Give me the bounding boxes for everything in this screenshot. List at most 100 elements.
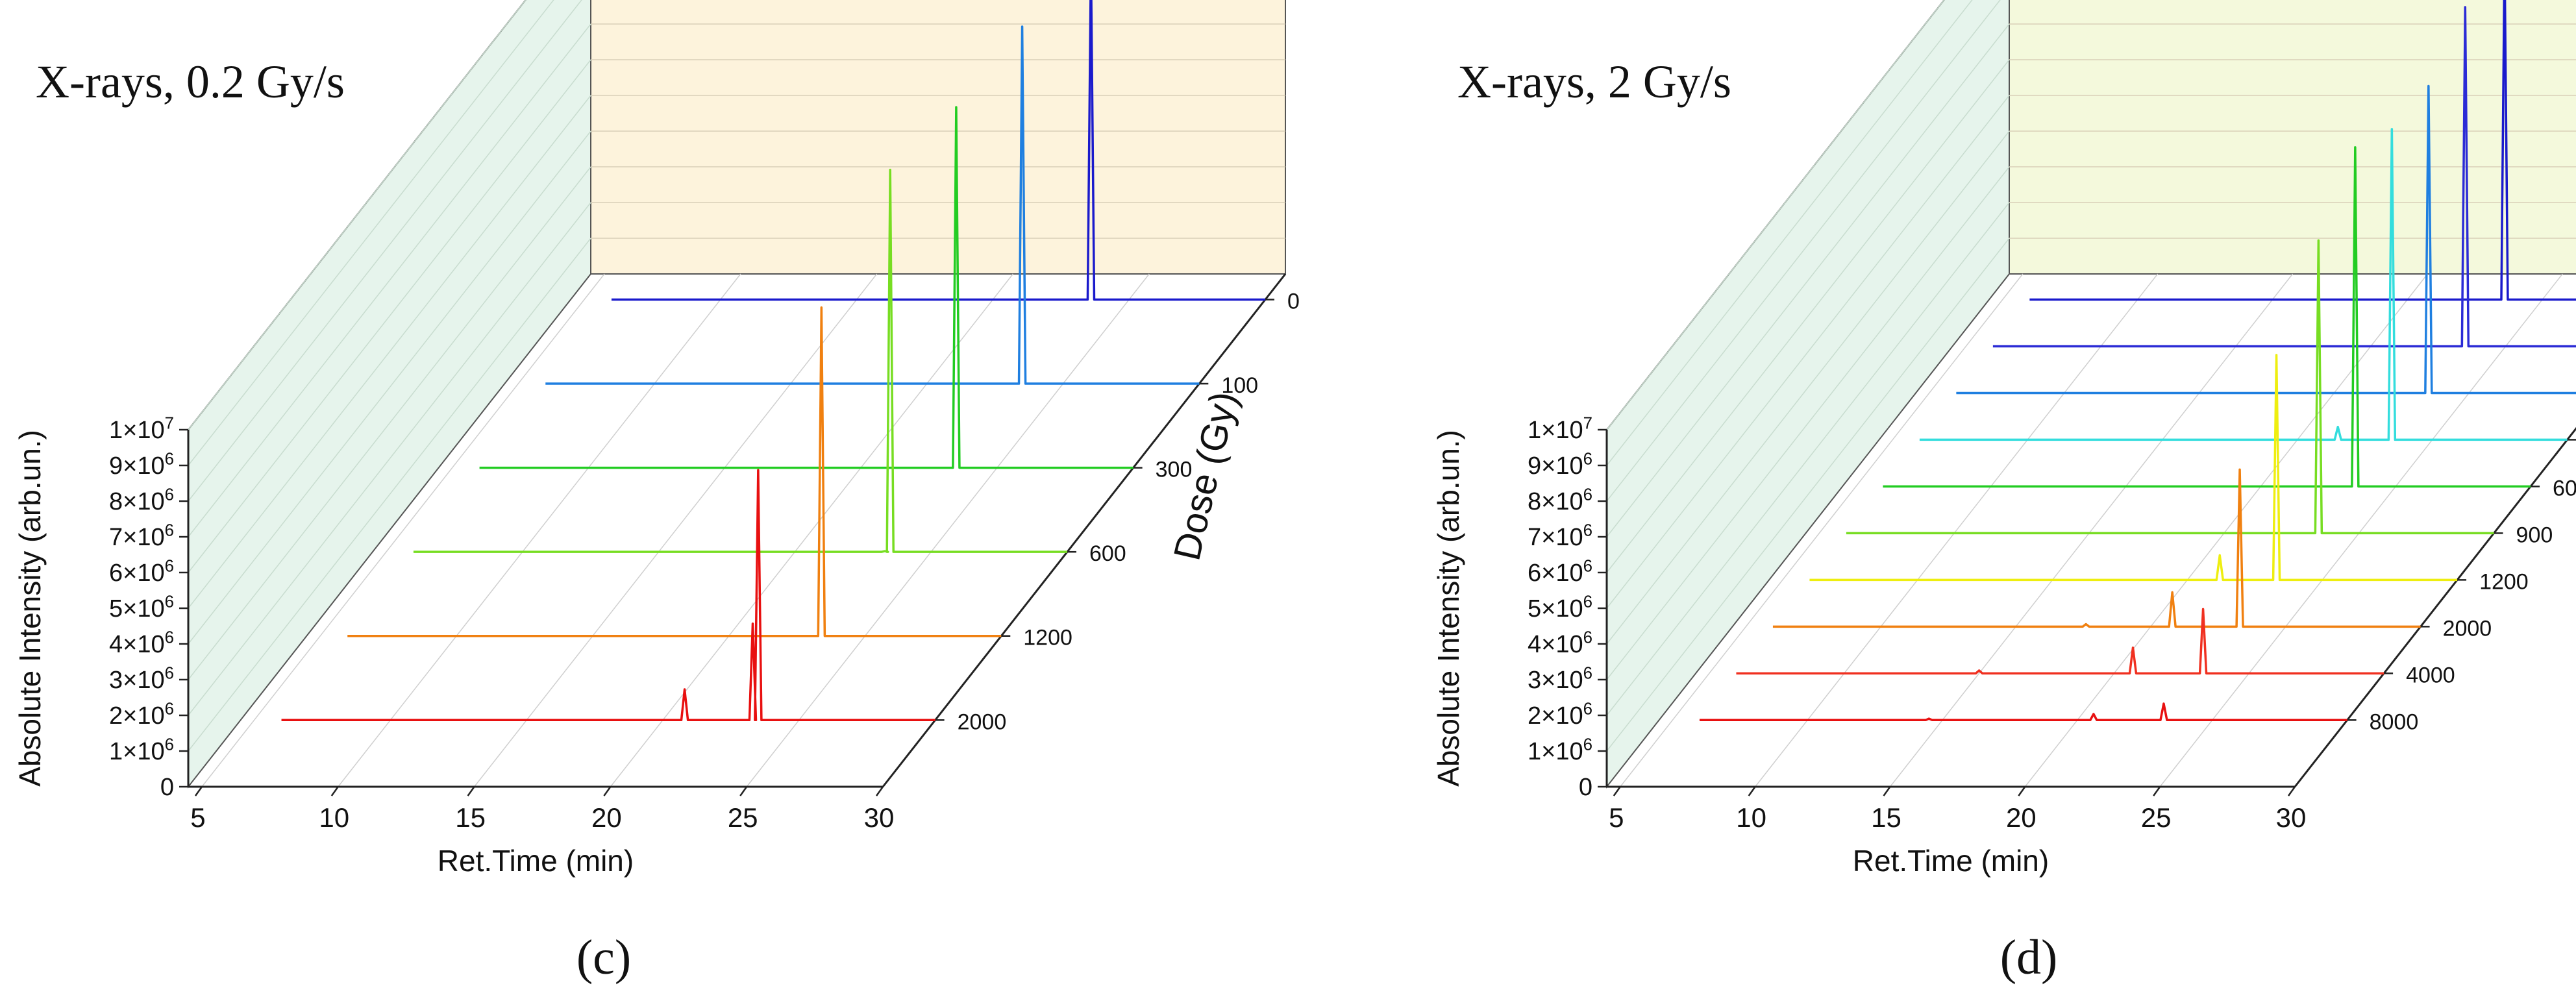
side-gridline [1606, 0, 1945, 430]
y-tick-label: 1×107 [1528, 415, 1592, 444]
x-tick-label: 25 [2141, 802, 2172, 833]
dose-tick-label: 0 [1287, 290, 1300, 314]
dose-tick-label: 300 [1156, 458, 1193, 482]
panel-label: (d) [2000, 930, 2058, 985]
x-tick [875, 786, 884, 796]
x-tick [2018, 786, 2026, 796]
y-tick-label: 5×106 [1528, 593, 1592, 623]
floor-gridline [338, 273, 741, 787]
chart-title: X-rays, 0.2 Gy/s [36, 56, 345, 108]
dose-tick-label: 600 [2553, 476, 2576, 500]
dose-tick-label: 1200 [1023, 626, 1072, 650]
dose-tick-label: 100 [1221, 373, 1258, 398]
series-trace-2000 [1772, 468, 2421, 628]
y-tick-label: 9×106 [109, 450, 174, 480]
x-tick [739, 786, 748, 796]
side-gridline [188, 202, 591, 716]
y-tick-label: 3×106 [109, 665, 174, 694]
dose-tick-label: 600 [1089, 541, 1126, 566]
x-axis-title: Ret.Time (min) [438, 844, 634, 878]
y-tick-label: 0 [1579, 774, 1592, 801]
y-tick-label: 4×106 [1528, 629, 1592, 658]
x-tick-label: 30 [864, 802, 895, 833]
x-tick-label: 20 [2006, 802, 2037, 833]
y-tick-label: 1×107 [109, 415, 174, 444]
x-tick-label: 5 [190, 802, 205, 833]
y-tick-label: 8×106 [1528, 486, 1592, 515]
side-gridline [1606, 0, 2001, 502]
x-tick-label: 15 [1871, 802, 1901, 833]
z-axis-line [882, 273, 1287, 787]
side-gridline [1606, 59, 2010, 573]
side-gridline [188, 0, 582, 502]
x-tick-label: 10 [319, 802, 349, 833]
floor-gridline [1620, 273, 2024, 787]
y-tick-label: 3×106 [1528, 665, 1592, 694]
chart-panel-c: 5 10 15 20 25 3001×1062×1063×1064×1065×1066×1… [13, 0, 1300, 985]
side-gridline [1606, 95, 2010, 609]
dose-tick-label: 2000 [2443, 616, 2492, 641]
back-wall [2009, 0, 2576, 275]
x-tick-label: 30 [2276, 802, 2307, 833]
side-gridline [188, 23, 591, 537]
side-gridline [188, 130, 591, 645]
floor-gridline [201, 273, 605, 787]
side-gridline [188, 59, 591, 573]
series-trace-900 [1846, 239, 2494, 535]
series-trace-0 [611, 0, 1265, 301]
x-tick-label: 25 [728, 802, 758, 833]
y-tick-label: 1×106 [1528, 736, 1592, 765]
series-trace-600 [1883, 146, 2531, 488]
side-gridline [188, 0, 554, 466]
y-tick-label: 6×106 [109, 558, 174, 587]
x-axis-title: Ret.Time (min) [1853, 844, 2049, 878]
side-gridline [1606, 0, 1973, 466]
side-gridline [1606, 166, 2010, 680]
series-trace-0 [2029, 0, 2576, 301]
floor-gridline [746, 273, 1150, 787]
x-tick [1613, 786, 1621, 796]
floor-gridline [473, 273, 878, 787]
y-tick-label: 4×106 [109, 629, 174, 658]
floor-gridline [2159, 273, 2563, 787]
side-gridline [188, 95, 591, 609]
side-wall [188, 0, 591, 789]
y-axis-title: Absolute Intensity (arb.un.) [1431, 430, 1465, 787]
series-trace-4000 [1736, 608, 2384, 675]
series-trace-200 [1956, 84, 2576, 395]
x-tick [330, 786, 339, 796]
series-trace-100 [1992, 6, 2576, 348]
y-tick-label: 6×106 [1528, 558, 1592, 587]
x-tick [467, 786, 475, 796]
floor-gridline [610, 273, 1013, 787]
side-wall [1606, 0, 2010, 789]
x-tick [2153, 786, 2161, 796]
series-trace-1200 [1809, 354, 2458, 582]
panel-label: (c) [576, 930, 631, 985]
series-trace-300 [1919, 128, 2568, 441]
side-gridline [188, 0, 526, 430]
y-tick-label: 2×106 [109, 700, 174, 730]
y-axis-title: Absolute Intensity (arb.un.) [13, 430, 47, 787]
series-trace-8000 [1699, 702, 2347, 722]
x-tick [603, 786, 612, 796]
y-tick-label: 2×106 [1528, 700, 1592, 730]
side-gridline [188, 238, 591, 752]
x-tick-label: 5 [1609, 802, 1624, 833]
side-gridline [1606, 238, 2010, 752]
dose-tick-label: 8000 [2370, 709, 2419, 734]
floor-gridline [1755, 273, 2159, 787]
series-trace-300 [479, 106, 1133, 469]
side-gridline [188, 166, 591, 680]
series-trace-1200 [347, 306, 1002, 637]
floor-gridline [2024, 273, 2428, 787]
chart-panel-d: 5 10 15 20 25 30 0 1×106 2×106 3×106 4×106 5×106 6×1… [1431, 0, 2576, 985]
dose-tick-label: 1200 [2479, 569, 2529, 594]
side-gridline [1606, 202, 2010, 716]
chart-title: X-rays, 2 Gy/s [1457, 56, 1731, 108]
y-tick-label: 7×106 [1528, 522, 1592, 551]
y-tick-label: 8×106 [109, 486, 174, 515]
dose-tick-label: 900 [2516, 523, 2553, 547]
